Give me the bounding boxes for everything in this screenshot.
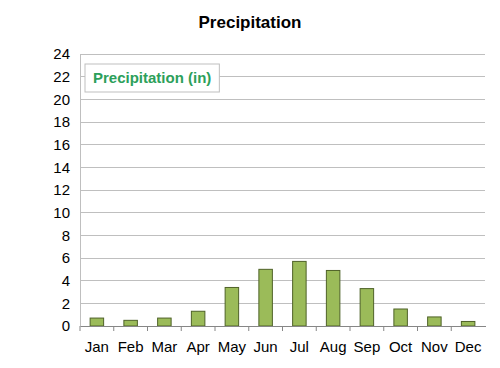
grid-line bbox=[80, 144, 485, 145]
grid-line bbox=[80, 303, 485, 304]
x-tick-label: Apr bbox=[186, 338, 209, 355]
y-tick: 14 bbox=[53, 159, 80, 176]
legend-label: Precipitation (in) bbox=[93, 69, 211, 86]
x-tick-mark bbox=[113, 326, 114, 331]
grid-line bbox=[80, 54, 485, 55]
y-axis: 024681012141618202224 bbox=[53, 45, 80, 334]
y-tick: 20 bbox=[53, 91, 80, 108]
y-tick: 10 bbox=[53, 204, 80, 221]
x-tick-mark bbox=[383, 326, 384, 331]
y-tick: 12 bbox=[53, 181, 80, 198]
x-tick-label: Sep bbox=[354, 338, 381, 355]
y-tick-label: 16 bbox=[53, 136, 70, 153]
x-tick-mark bbox=[316, 326, 317, 331]
bar bbox=[124, 320, 138, 326]
y-tick-label: 22 bbox=[53, 68, 70, 85]
x-tick-mark bbox=[181, 326, 182, 331]
grid-line bbox=[80, 122, 485, 123]
x-tick: Aug bbox=[316, 326, 346, 355]
grid-line bbox=[80, 99, 485, 100]
x-tick-mark bbox=[248, 326, 249, 331]
x-tick: Jul bbox=[283, 326, 309, 355]
y-tick-label: 8 bbox=[62, 227, 70, 244]
y-tick-label: 12 bbox=[53, 181, 70, 198]
y-tick: 0 bbox=[62, 317, 80, 334]
x-tick: Oct bbox=[384, 326, 413, 355]
x-tick-mark bbox=[215, 326, 216, 331]
x-tick-label: Feb bbox=[118, 338, 144, 355]
bar bbox=[428, 317, 442, 326]
bar bbox=[293, 261, 307, 326]
grid-line bbox=[80, 235, 485, 236]
x-tick-mark bbox=[417, 326, 418, 331]
y-tick-label: 18 bbox=[53, 113, 70, 130]
y-tick: 8 bbox=[62, 227, 80, 244]
y-tick: 16 bbox=[53, 136, 80, 153]
bar bbox=[90, 318, 104, 326]
y-tick-label: 4 bbox=[62, 272, 70, 289]
x-tick-mark bbox=[147, 326, 148, 331]
bar bbox=[191, 311, 205, 326]
x-tick-label: Dec bbox=[455, 338, 482, 355]
grid-line bbox=[80, 212, 485, 213]
x-tick: Dec bbox=[451, 326, 482, 355]
x-tick: Jan bbox=[80, 326, 109, 355]
grid-line bbox=[80, 258, 485, 259]
y-tick: 6 bbox=[62, 249, 80, 266]
y-tick-label: 6 bbox=[62, 249, 70, 266]
y-tick: 22 bbox=[53, 68, 80, 85]
y-tick-label: 0 bbox=[62, 317, 70, 334]
x-tick-mark bbox=[282, 326, 283, 331]
x-tick-label: Jan bbox=[85, 338, 109, 355]
x-tick: Jun bbox=[249, 326, 278, 355]
grid-line bbox=[80, 167, 485, 168]
x-tick-label: Mar bbox=[151, 338, 177, 355]
x-tick: Nov bbox=[418, 326, 449, 355]
legend-box bbox=[85, 64, 219, 92]
x-tick-mark bbox=[350, 326, 351, 331]
x-tick-label: Jul bbox=[290, 338, 309, 355]
x-tick: Mar bbox=[148, 326, 178, 355]
x-tick: May bbox=[215, 326, 247, 355]
bars bbox=[90, 261, 475, 326]
x-tick: Feb bbox=[114, 326, 144, 355]
grid-line bbox=[80, 190, 485, 191]
x-tick-label: Aug bbox=[320, 338, 347, 355]
y-tick-label: 14 bbox=[53, 159, 70, 176]
x-axis: Jan Feb Mar Apr May Jun Jul Aug Sep Oct Nov Dec bbox=[80, 326, 486, 355]
x-tick: Apr bbox=[181, 326, 210, 355]
y-tick-label: 24 bbox=[53, 45, 70, 62]
y-tick: 18 bbox=[53, 113, 80, 130]
x-tick-label: Nov bbox=[421, 338, 448, 355]
y-tick-label: 20 bbox=[53, 91, 70, 108]
grid bbox=[80, 54, 485, 326]
x-tick-mark bbox=[451, 326, 452, 331]
x-tick: Sep bbox=[350, 326, 380, 355]
plot: 024681012141618202224JanFebMarAprMayJunJ… bbox=[53, 45, 485, 354]
y-tick-label: 2 bbox=[62, 295, 70, 312]
y-tick: 4 bbox=[62, 272, 80, 289]
bar bbox=[394, 309, 408, 326]
bar bbox=[158, 318, 172, 326]
chart: Precipitation024681012141618202224JanFeb… bbox=[0, 0, 500, 368]
bar bbox=[326, 270, 340, 326]
bar bbox=[360, 289, 374, 326]
bar bbox=[259, 269, 273, 326]
legend: Precipitation (in) bbox=[85, 64, 219, 92]
y-axis-line bbox=[80, 55, 81, 327]
y-tick: 24 bbox=[53, 45, 80, 62]
y-tick: 2 bbox=[62, 295, 80, 312]
bar bbox=[461, 321, 475, 326]
y-tick-label: 10 bbox=[53, 204, 70, 221]
x-tick-label: May bbox=[218, 338, 247, 355]
x-tick-label: Oct bbox=[389, 338, 413, 355]
x-tick-label: Jun bbox=[254, 338, 278, 355]
grid-line bbox=[80, 280, 485, 281]
title: Precipitation bbox=[199, 13, 302, 32]
bar bbox=[225, 287, 239, 326]
x-tick-mark bbox=[80, 326, 81, 331]
